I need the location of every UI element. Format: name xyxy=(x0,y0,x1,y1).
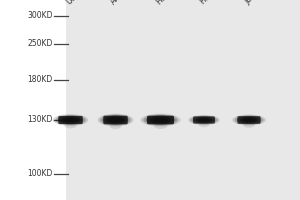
Ellipse shape xyxy=(232,115,266,125)
Ellipse shape xyxy=(188,115,220,125)
Ellipse shape xyxy=(196,117,212,123)
Text: HeLa: HeLa xyxy=(154,0,175,6)
Ellipse shape xyxy=(198,121,210,127)
Ellipse shape xyxy=(240,117,258,123)
Ellipse shape xyxy=(243,121,255,128)
FancyBboxPatch shape xyxy=(147,116,174,124)
Ellipse shape xyxy=(61,117,80,123)
Text: 250KD: 250KD xyxy=(27,40,52,48)
Ellipse shape xyxy=(190,116,218,124)
Ellipse shape xyxy=(243,118,255,122)
FancyBboxPatch shape xyxy=(103,116,128,124)
Text: A431: A431 xyxy=(109,0,130,6)
Ellipse shape xyxy=(109,118,122,122)
Ellipse shape xyxy=(64,121,77,128)
Text: U87: U87 xyxy=(64,0,82,6)
Ellipse shape xyxy=(198,118,210,122)
Ellipse shape xyxy=(109,121,122,129)
Bar xyxy=(66,0,300,200)
Text: 300KD: 300KD xyxy=(27,11,52,21)
Text: 100KD: 100KD xyxy=(27,170,52,178)
Ellipse shape xyxy=(193,116,215,124)
Ellipse shape xyxy=(143,115,178,125)
Ellipse shape xyxy=(53,114,88,126)
Ellipse shape xyxy=(103,116,128,124)
Ellipse shape xyxy=(153,118,168,122)
Ellipse shape xyxy=(106,117,125,123)
Ellipse shape xyxy=(146,116,175,124)
Ellipse shape xyxy=(235,115,263,125)
Ellipse shape xyxy=(98,114,133,126)
Bar xyxy=(0,0,66,200)
FancyBboxPatch shape xyxy=(58,116,83,124)
Ellipse shape xyxy=(141,114,181,126)
Ellipse shape xyxy=(153,121,168,129)
Ellipse shape xyxy=(100,115,131,125)
Text: Jurkat: Jurkat xyxy=(243,0,266,6)
Text: 130KD: 130KD xyxy=(27,116,52,124)
Ellipse shape xyxy=(64,118,77,122)
FancyBboxPatch shape xyxy=(193,116,215,124)
Ellipse shape xyxy=(237,116,261,124)
FancyBboxPatch shape xyxy=(237,116,261,124)
Text: HepG2: HepG2 xyxy=(198,0,224,6)
Text: 180KD: 180KD xyxy=(27,75,52,84)
Ellipse shape xyxy=(58,116,83,124)
Ellipse shape xyxy=(150,117,171,123)
Ellipse shape xyxy=(55,115,86,125)
